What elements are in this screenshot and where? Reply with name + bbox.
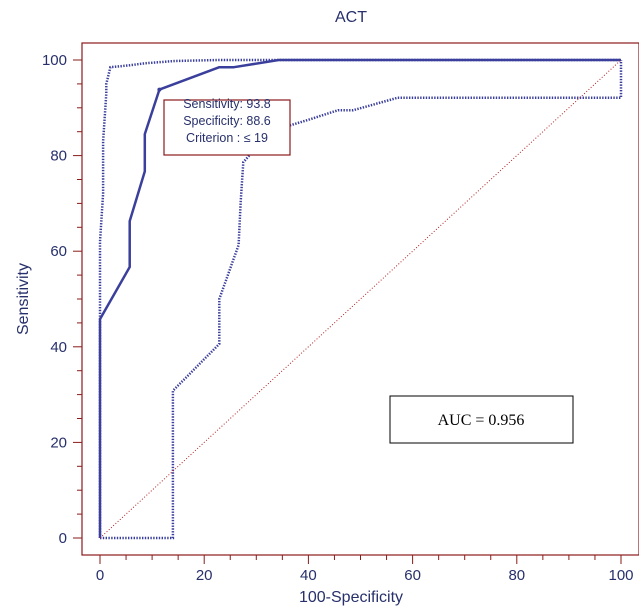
y-tick-label: 60 bbox=[50, 243, 67, 260]
confidence-bound bbox=[100, 60, 623, 540]
axis-ticks: 0 20 40 60 80 100 0 20 40 60 80 100 bbox=[42, 52, 634, 584]
reference-diagonal bbox=[99, 59, 622, 539]
chart-title: ACT bbox=[335, 9, 367, 26]
x-tick-label: 100 bbox=[608, 567, 633, 584]
y-tick-label: 0 bbox=[59, 530, 67, 547]
x-tick-label: 40 bbox=[300, 567, 317, 584]
criterion-point bbox=[157, 87, 162, 92]
callout-box bbox=[163, 99, 291, 156]
callout-sensitivity: Sensitivity: 93.8 bbox=[183, 97, 271, 111]
y-tick-label: 80 bbox=[50, 148, 67, 165]
y-tick-label: 100 bbox=[42, 52, 67, 69]
confidence-bound bbox=[98, 58, 621, 538]
callout-criterion: Criterion : ≤ 19 bbox=[186, 131, 268, 145]
x-tick-label: 0 bbox=[96, 567, 104, 584]
auc-label: AUC = 0.956 bbox=[438, 412, 525, 429]
roc-curve bbox=[98, 58, 621, 538]
y-axis-label: Sensitivity bbox=[15, 263, 32, 335]
callout-specificity: Specificity: 88.6 bbox=[183, 114, 271, 128]
y-tick-label: 20 bbox=[50, 434, 67, 451]
auc-annotation: AUC = 0.956 bbox=[389, 395, 574, 444]
series-group bbox=[98, 58, 623, 540]
x-axis-label: 100-Specificity bbox=[299, 589, 403, 606]
criterion-callout: Sensitivity: 93.8 Specificity: 88.6 Crit… bbox=[163, 97, 291, 156]
x-tick-label: 20 bbox=[196, 567, 213, 584]
auc-box bbox=[389, 395, 574, 444]
x-tick-label: 80 bbox=[508, 567, 525, 584]
y-tick-label: 40 bbox=[50, 339, 67, 356]
x-tick-label: 60 bbox=[404, 567, 421, 584]
